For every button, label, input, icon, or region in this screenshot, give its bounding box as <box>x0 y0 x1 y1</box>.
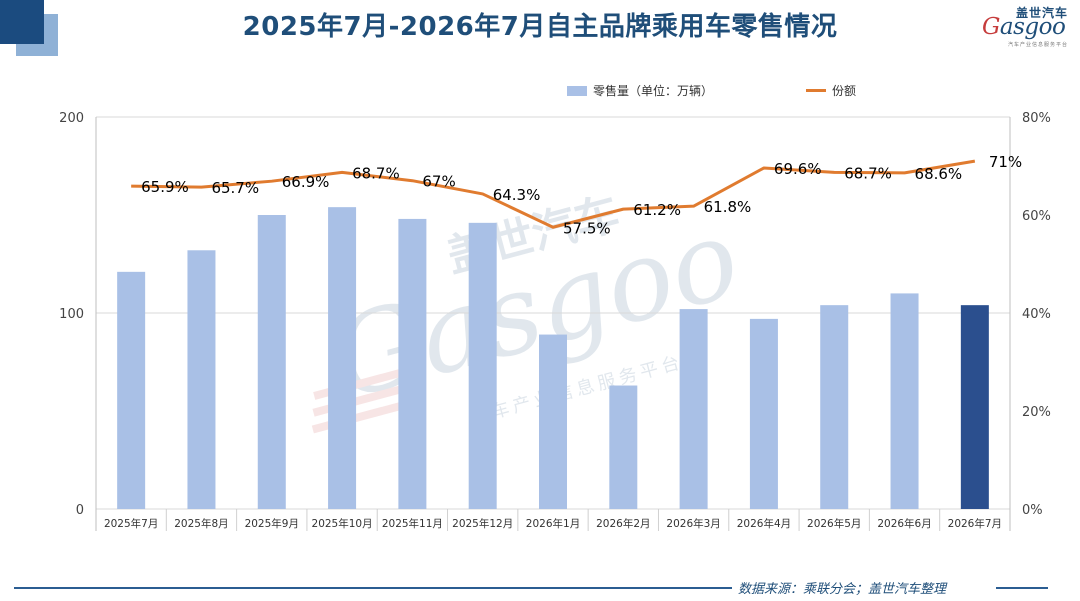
share-data-label: 68.7% <box>844 164 892 182</box>
y-right-tick-label: 0% <box>1022 503 1043 518</box>
y-right-tick-label: 80% <box>1022 111 1051 126</box>
x-tick-label: 2026年1月 <box>526 517 580 530</box>
legend-swatch-line <box>806 89 826 92</box>
bar <box>749 318 778 509</box>
bar <box>679 309 708 509</box>
share-line <box>131 159 976 229</box>
share-data-label: 65.9% <box>141 178 189 196</box>
bar <box>539 334 567 509</box>
x-tick-label: 2025年10月 <box>312 517 373 530</box>
share-data-label: 65.7% <box>211 179 259 197</box>
chart-title: 2025年7月-2026年7月自主品牌乘用车零售情况 <box>242 12 838 42</box>
share-data-label: 68.6% <box>915 165 963 183</box>
x-tick-label: 2026年4月 <box>737 517 791 530</box>
x-tick-label: 2025年9月 <box>245 517 299 530</box>
y-left-tick-label: 0 <box>76 503 84 518</box>
share-data-label: 57.5% <box>563 219 611 237</box>
bar <box>468 222 497 509</box>
x-tick-label: 2025年7月 <box>104 517 158 530</box>
footer-rule-left <box>14 587 732 589</box>
bar <box>890 293 919 509</box>
legend-item-line: 份额 <box>806 82 856 99</box>
footer-rule-right <box>996 587 1048 589</box>
share-data-label: 66.9% <box>282 173 330 191</box>
share-data-label: 69.6% <box>774 160 822 178</box>
y-right-tick-label: 20% <box>1022 405 1051 420</box>
logo-en-text: Gasgoo <box>982 14 1066 40</box>
x-tick-label: 2026年2月 <box>596 517 650 530</box>
bar <box>257 215 286 509</box>
share-data-label: 71% <box>989 153 1022 171</box>
logo-cn-text: 盖世汽车 <box>1016 6 1069 20</box>
bar <box>328 207 357 509</box>
bar <box>117 271 146 509</box>
source-note: 数据来源：乘联分会；盖世汽车整理 <box>738 582 947 597</box>
share-data-label: 61.2% <box>633 201 681 219</box>
bar <box>609 385 638 509</box>
share-line-path <box>131 159 976 229</box>
x-tick-label: 2025年12月 <box>452 517 513 530</box>
share-data-label: 64.3% <box>493 186 541 204</box>
axes: 0 100 200 0% 20% 40% 60% 80% 2025年7月 2025年8月 2025年… <box>59 111 1051 531</box>
share-data-label: 67% <box>422 173 455 191</box>
bars <box>117 207 989 510</box>
bar <box>187 250 216 509</box>
x-tick-label: 2025年11月 <box>382 517 443 530</box>
y-left-tick-label: 100 <box>59 307 84 322</box>
bar <box>398 218 427 510</box>
legend-item-bar: 零售量（单位：万辆） <box>567 82 713 99</box>
legend-label-bar: 零售量（单位：万辆） <box>593 84 714 98</box>
y-right-tick-label: 60% <box>1022 209 1051 224</box>
x-tick-label: 2026年3月 <box>666 517 720 530</box>
gasgoo-logo: 盖世汽车 Gasgoo 汽车产业信息服务平台 <box>978 4 1078 48</box>
x-tick-label: 2026年7月 <box>948 517 1002 530</box>
share-data-label: 61.8% <box>704 198 752 216</box>
data-labels: 65.9% 65.7% 66.9% 68.7% 67% 64.3% 57.5% 61.2% 61… <box>141 153 1022 237</box>
bar <box>960 305 989 509</box>
legend-swatch-bar <box>567 86 587 96</box>
x-tick-label: 2025年8月 <box>174 517 228 530</box>
x-tick-label: 2026年6月 <box>877 517 931 530</box>
x-tick-label: 2026年5月 <box>807 517 861 530</box>
share-data-label: 68.7% <box>352 164 400 182</box>
bar <box>820 305 849 509</box>
y-right-tick-label: 40% <box>1022 307 1051 322</box>
logo-sub-text: 汽车产业信息服务平台 <box>1008 42 1069 48</box>
legend-label-line: 份额 <box>832 84 857 98</box>
y-left-tick-label: 200 <box>59 111 84 126</box>
corner-decoration-dark <box>0 0 44 44</box>
